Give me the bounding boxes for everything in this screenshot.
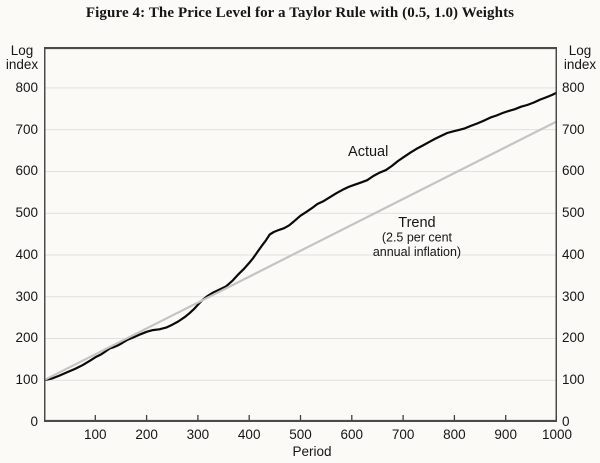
x-tick-label-400: 400 xyxy=(237,427,261,442)
plot-frame xyxy=(44,47,557,422)
x-tick-label-900: 900 xyxy=(494,427,517,442)
y-tick-label-right-100: 100 xyxy=(562,372,585,388)
y-tick-label-left-400: 400 xyxy=(15,246,38,262)
y-tick-label-left-600: 600 xyxy=(15,163,38,179)
x-tick-label-800: 800 xyxy=(443,427,466,442)
x-tick-label-500: 500 xyxy=(289,427,312,442)
y-tick-label-right-800: 800 xyxy=(562,79,585,95)
y-tick-label-right-500: 500 xyxy=(562,205,585,221)
y-axis-label-right-line1: Log xyxy=(568,43,592,58)
y-tick-label-right-0: 0 xyxy=(562,414,570,429)
y-tick-label-left-700: 700 xyxy=(15,121,38,137)
y-tick-label-right-600: 600 xyxy=(562,163,585,179)
x-tick-label-100: 100 xyxy=(84,427,107,442)
y-axis-label-left-line2: index xyxy=(5,57,39,72)
x-axis-label: Period xyxy=(292,444,332,459)
actual-label: Actual xyxy=(348,144,388,160)
y-tick-label-right-300: 300 xyxy=(562,288,585,304)
figure-title: Figure 4: The Price Level for a Taylor R… xyxy=(85,5,515,21)
y-tick-label-left-200: 200 xyxy=(15,330,38,346)
y-axis-label-right: Log index xyxy=(558,44,600,72)
actual-series xyxy=(44,91,557,382)
x-tick-label-300: 300 xyxy=(186,427,210,442)
y-axis-label-left-line1: Log xyxy=(10,43,34,58)
x-tick-label-200: 200 xyxy=(135,427,158,442)
y-tick-label-left-0: 0 xyxy=(30,414,38,429)
trend-series xyxy=(44,120,557,382)
y-tick-label-left-300: 300 xyxy=(15,288,38,304)
trend-label-line3: annual inflation) xyxy=(373,245,461,259)
y-tick-label-right-200: 200 xyxy=(562,330,585,346)
y-axis-label-left: Log index xyxy=(0,44,44,72)
x-tick-label-600: 600 xyxy=(340,427,364,442)
x-tick-label-1000: 1000 xyxy=(541,427,573,442)
trend-label-line1: Trend xyxy=(398,215,435,231)
y-tick-label-right-400: 400 xyxy=(562,246,585,262)
y-tick-label-left-800: 800 xyxy=(15,79,38,95)
trend-label-line2: (2.5 per cent xyxy=(382,231,453,245)
y-tick-label-left-500: 500 xyxy=(15,205,38,221)
x-tick-label-700: 700 xyxy=(391,427,415,442)
y-tick-label-left-100: 100 xyxy=(15,372,38,388)
y-axis-label-right-line2: index xyxy=(563,57,597,72)
y-tick-label-right-700: 700 xyxy=(562,121,585,137)
